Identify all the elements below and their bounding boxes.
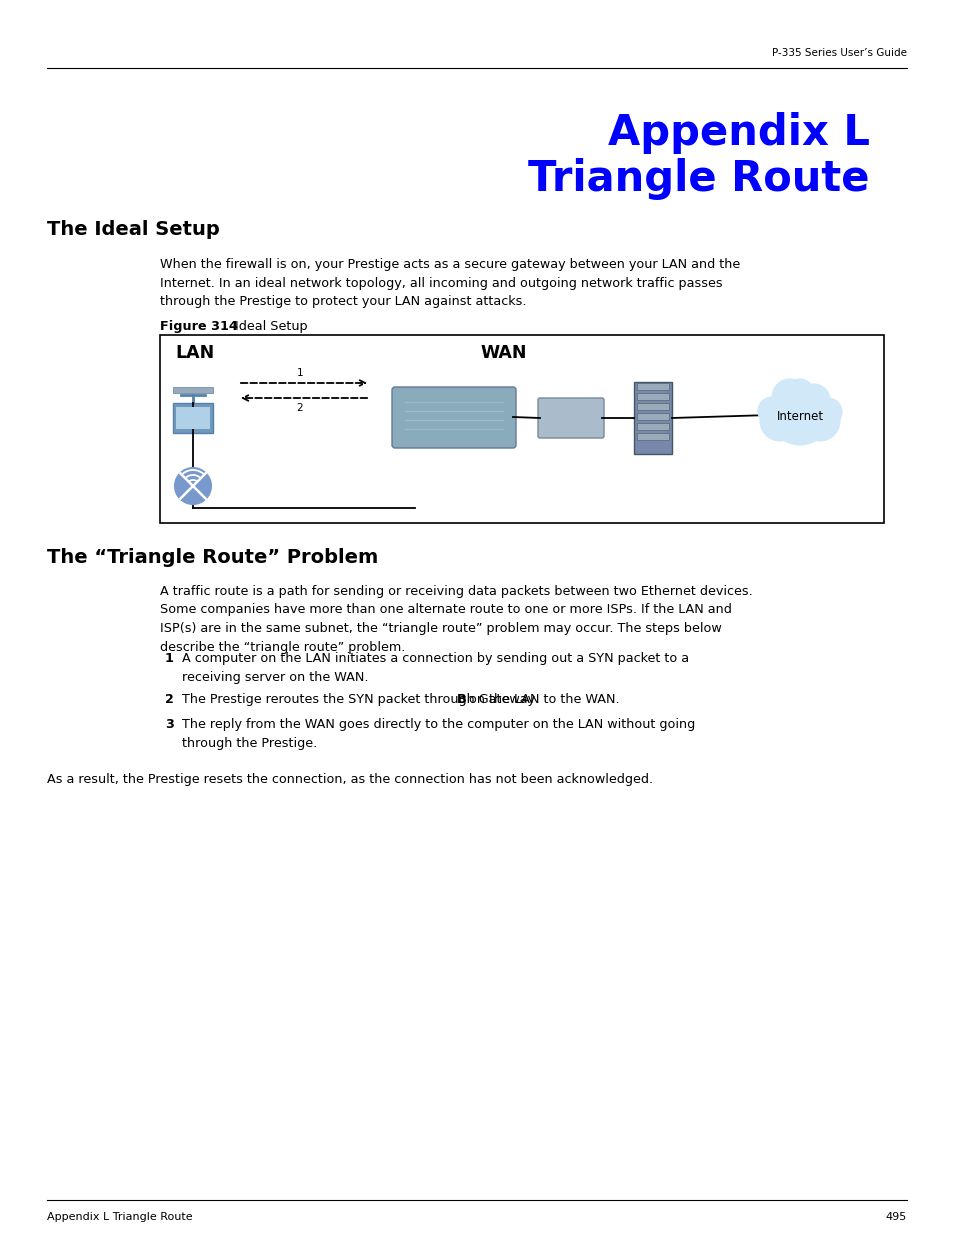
Bar	[637, 433, 668, 440]
Circle shape	[771, 379, 807, 415]
Text: When the firewall is on, your Prestige acts as a secure gateway between your LAN: When the firewall is on, your Prestige a…	[160, 258, 740, 308]
Text: The Prestige reroutes the SYN packet through Gateway: The Prestige reroutes the SYN packet thr…	[182, 693, 538, 706]
Bar	[637, 412, 668, 420]
Circle shape	[760, 401, 800, 441]
Text: 495: 495	[884, 1212, 906, 1221]
Bar	[172, 403, 213, 433]
Circle shape	[800, 401, 840, 441]
Text: Ideal Setup: Ideal Setup	[223, 320, 307, 333]
Text: 2: 2	[296, 403, 303, 412]
Text: A traffic route is a path for sending or receiving data packets between two Ethe: A traffic route is a path for sending or…	[160, 585, 752, 653]
Text: 1: 1	[165, 652, 173, 664]
Circle shape	[771, 379, 807, 415]
Text: As a result, the Prestige resets the connection, as the connection has not been : As a result, the Prestige resets the con…	[47, 773, 653, 785]
Circle shape	[813, 398, 841, 426]
Circle shape	[797, 384, 829, 416]
Bar	[175, 408, 210, 429]
Text: Internet: Internet	[776, 410, 822, 424]
Bar	[637, 403, 668, 410]
Circle shape	[800, 401, 840, 441]
Circle shape	[785, 379, 813, 408]
Text: Figure 314: Figure 314	[160, 320, 237, 333]
Bar	[634, 382, 671, 454]
FancyBboxPatch shape	[392, 387, 516, 448]
Text: B: B	[456, 693, 466, 706]
Text: LAN: LAN	[174, 345, 214, 362]
Text: Appendix L Triangle Route: Appendix L Triangle Route	[47, 1212, 193, 1221]
Text: A computer on the LAN initiates a connection by sending out a SYN packet to a
re: A computer on the LAN initiates a connec…	[182, 652, 688, 683]
Text: WAN: WAN	[479, 345, 526, 362]
Text: Appendix L: Appendix L	[607, 112, 869, 154]
Circle shape	[813, 398, 841, 426]
Text: The “Triangle Route” Problem: The “Triangle Route” Problem	[47, 548, 377, 567]
Text: 1: 1	[296, 368, 303, 378]
Text: on the LAN to the WAN.: on the LAN to the WAN.	[464, 693, 618, 706]
Circle shape	[769, 385, 829, 445]
Circle shape	[758, 396, 785, 425]
Circle shape	[797, 384, 829, 416]
Bar	[637, 393, 668, 400]
Circle shape	[174, 468, 211, 504]
Bar	[160, 335, 883, 522]
Bar	[637, 424, 668, 430]
Bar	[637, 383, 668, 390]
Circle shape	[785, 379, 813, 408]
Text: Triangle Route: Triangle Route	[528, 158, 869, 200]
FancyBboxPatch shape	[537, 398, 603, 438]
Bar	[172, 387, 213, 393]
Text: 3: 3	[165, 718, 173, 731]
Text: The Ideal Setup: The Ideal Setup	[47, 220, 219, 240]
Text: 2: 2	[165, 693, 173, 706]
Circle shape	[769, 385, 829, 445]
Text: P-335 Series User’s Guide: P-335 Series User’s Guide	[771, 48, 906, 58]
Circle shape	[758, 396, 785, 425]
Circle shape	[760, 401, 800, 441]
Text: The reply from the WAN goes directly to the computer on the LAN without going
th: The reply from the WAN goes directly to …	[182, 718, 695, 750]
